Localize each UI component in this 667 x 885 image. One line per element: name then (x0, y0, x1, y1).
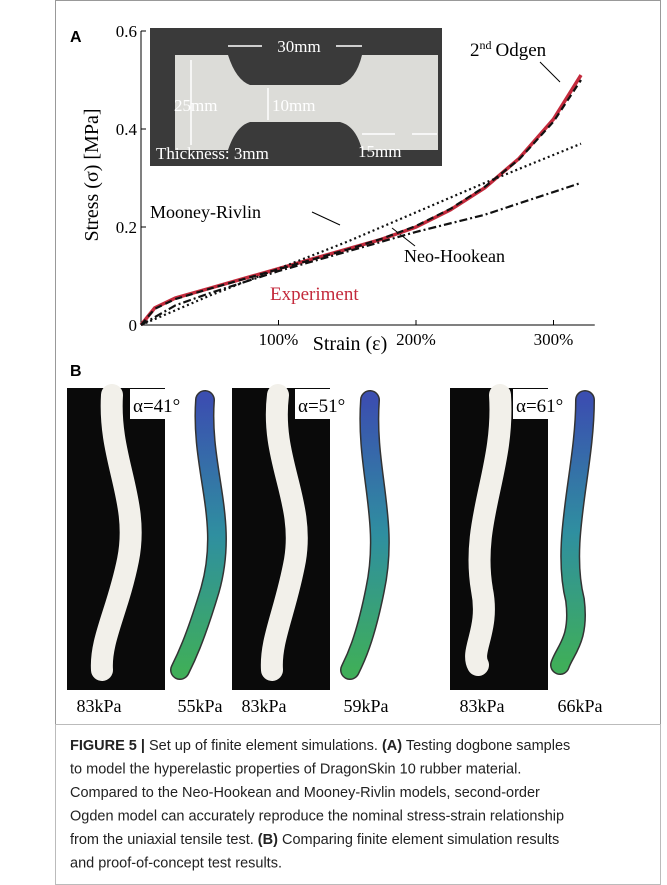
y-tick-label: 0.2 (116, 218, 137, 237)
caption-line: to model the hyperelastic properties of … (70, 762, 521, 778)
caption-text: to model the hyperelastic properties of … (70, 762, 521, 778)
annotation: Neo-Hookean (404, 246, 505, 266)
annotation-part: Odgen (496, 40, 547, 61)
inset-label: 10mm (272, 96, 315, 115)
leader-line (540, 62, 560, 82)
x-tick-label: 200% (396, 330, 436, 349)
caption-line: from the uniaxial tensile test. (B) Comp… (70, 832, 559, 848)
inset-label: 30mm (277, 37, 320, 56)
annotation-part: nd (480, 38, 492, 52)
pressure-label: 59kPa (344, 696, 389, 716)
caption-text: from the uniaxial tensile test. (70, 832, 258, 848)
caption-text: Comparing finite element simulation resu… (278, 832, 559, 848)
caption-text: Ogden model can accurately reproduce the… (70, 809, 564, 825)
caption-text: Testing dogbone samples (402, 738, 570, 754)
simulation-shape (180, 400, 217, 670)
pressure-label: 55kPa (178, 696, 223, 716)
inset-label: 15mm (358, 142, 401, 161)
pressure-label: 83kPa (77, 696, 122, 716)
annotation-part: 2 (470, 40, 480, 61)
caption-line: Compared to the Neo-Hookean and Mooney-R… (70, 785, 540, 801)
y-axis-label: Stress (σ) [MPa] (81, 109, 103, 242)
annotation: Mooney-Rivlin (150, 202, 261, 222)
panel-label: A (70, 29, 82, 46)
x-tick-label: 100% (259, 330, 299, 349)
panel-label: B (70, 363, 82, 380)
y-tick-label: 0 (129, 316, 138, 335)
series-line (141, 144, 581, 325)
caption-line: Ogden model can accurately reproduce the… (70, 809, 564, 825)
x-axis-label: Strain (ε) (313, 333, 388, 355)
caption-text: and proof-of-concept test results. (70, 856, 282, 872)
angle-label: α=51° (298, 396, 345, 417)
pressure-label: 83kPa (242, 696, 287, 716)
annotation: Experiment (270, 284, 359, 305)
annotation: 2nd Odgen (470, 38, 547, 61)
inset-label: Thickness: 3mm (156, 144, 269, 163)
y-tick-label: 0.4 (116, 120, 138, 139)
y-tick-label: 0.6 (116, 22, 137, 41)
caption-line: FIGURE 5 | Set up of finite element simu… (70, 738, 570, 754)
caption-text: FIGURE 5 | (70, 738, 145, 754)
caption-line: and proof-of-concept test results. (70, 856, 282, 872)
angle-label: α=41° (133, 396, 180, 417)
figure: 30mm 25mm 10mm 15mm Thickness: 3mm A Str… (0, 0, 667, 885)
caption-text: Set up of finite element simulations. (145, 738, 382, 754)
leader-line (312, 212, 340, 225)
x-tick-label: 300% (534, 330, 574, 349)
pressure-label: 66kPa (558, 696, 603, 716)
inset-label: 25mm (174, 96, 217, 115)
angle-label: α=61° (516, 396, 563, 417)
pressure-label: 83kPa (460, 696, 505, 716)
caption-text: (A) (382, 738, 402, 754)
caption-text: Compared to the Neo-Hookean and Mooney-R… (70, 785, 540, 801)
caption-text: (B) (258, 832, 278, 848)
